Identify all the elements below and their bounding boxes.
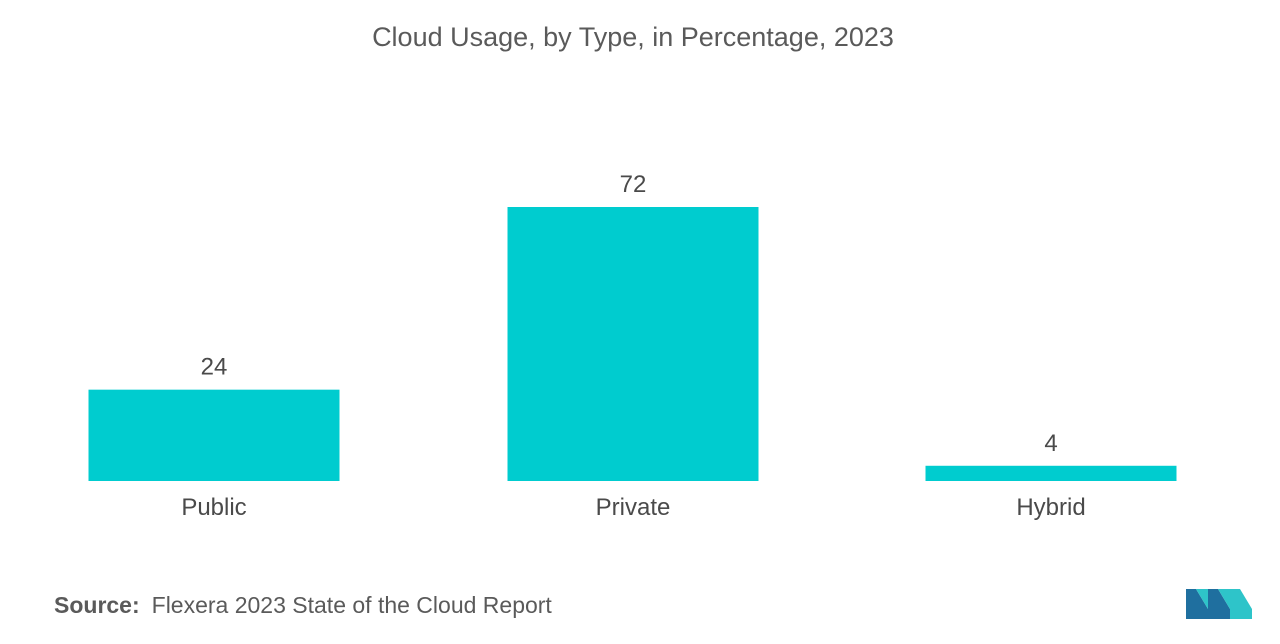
bar-chart: 24 Public 72 Private 4 Hybrid [88,171,1177,521]
bar-hybrid [925,465,1177,481]
logo-icon [1186,589,1252,619]
value-label-hybrid: 4 [1044,430,1057,457]
value-label-private: 72 [620,171,647,198]
source-note: Source: Flexera 2023 State of the Cloud R… [54,592,552,619]
bar-private [507,207,759,481]
category-label-hybrid: Hybrid [1016,494,1085,521]
category-label-private: Private [596,494,671,521]
value-label-public: 24 [201,354,228,381]
source-label: Source: [54,592,140,618]
chart-title: Cloud Usage, by Type, in Percentage, 202… [372,22,894,52]
category-label-public: Public [181,494,246,521]
source-text: Flexera 2023 State of the Cloud Report [151,592,552,618]
bar-public [88,389,340,481]
